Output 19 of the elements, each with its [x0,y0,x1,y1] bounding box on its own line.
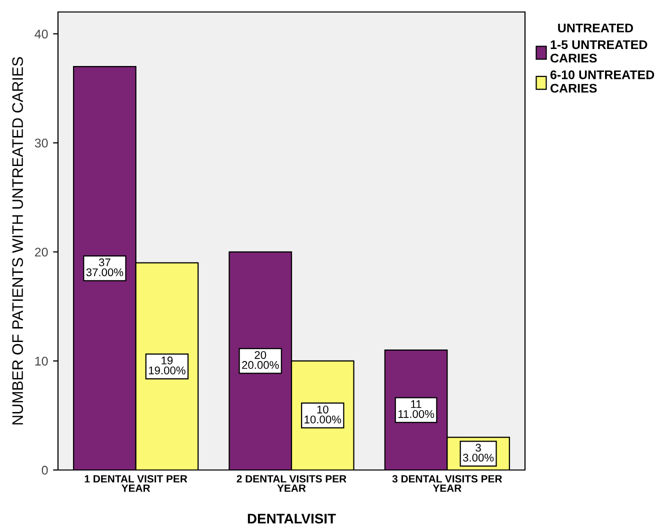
data-label: 3 3.00% [462,444,494,462]
x-axis-title: DENTALVISIT [248,514,336,524]
x-tick-label: 2 DENTAL VISITS PER YEAR [236,475,346,492]
data-label: 10 10.00% [304,406,342,424]
x-tick-label: 3 DENTAL VISITS PER YEAR [392,475,502,492]
y-tick-label: 20 [35,248,48,257]
legend-label: 6-10 UNTREATED CARIES [550,70,654,93]
x-tick-label: 1 DENTAL VISIT PER YEAR [84,475,188,492]
y-tick-label: 10 [35,356,48,366]
data-label: 11 11.00% [398,400,434,418]
y-tick-label: 0 [42,466,48,475]
legend-title: UNTREATED [558,24,634,32]
y-tick-label: 40 [34,30,48,38]
data-label: 20 20.00% [242,351,279,369]
legend-label: 1-5 UNTREATED CARIES [550,40,648,63]
data-label: 37 37.00% [86,258,124,276]
y-axis-title: NUMBER OF PATIENTS WITH UNTREATED CARIES [12,57,24,424]
y-tick-label: 30 [34,138,48,148]
data-label: 19 19.00% [148,356,186,374]
